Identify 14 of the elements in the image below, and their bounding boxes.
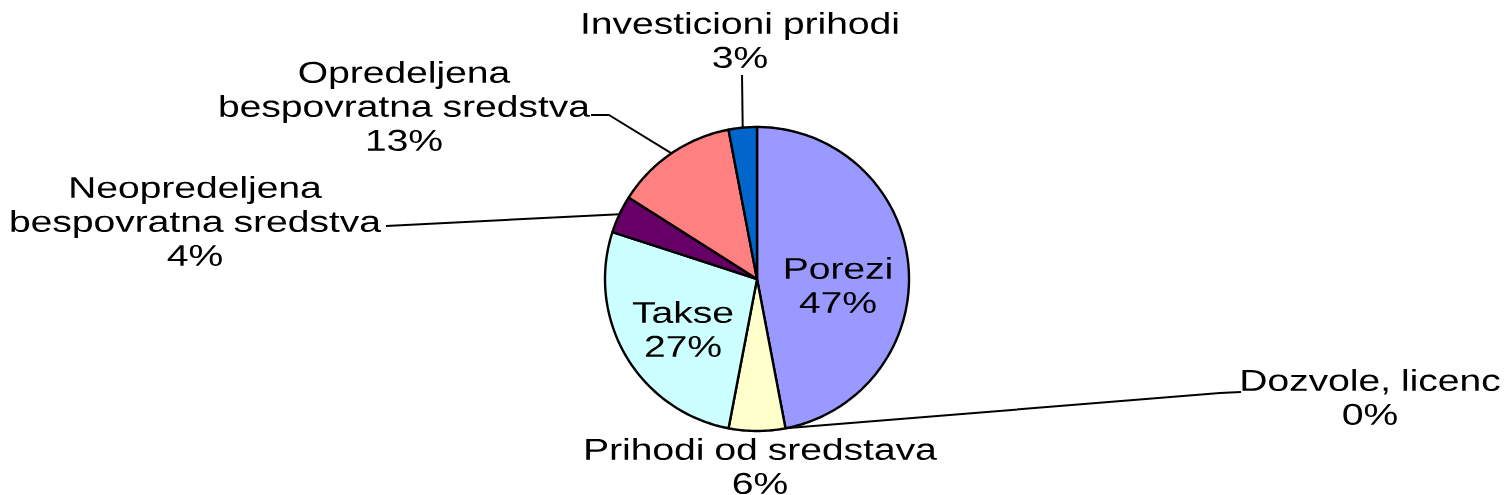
slice-label: Takse xyxy=(632,301,733,324)
slice-label: Neopredeljena bespovratna sredstva xyxy=(11,176,381,238)
data-label: 6% xyxy=(733,472,787,495)
data-label: 13% xyxy=(367,129,442,152)
data-label: 4% xyxy=(167,244,222,266)
data-label: 3% xyxy=(713,46,767,69)
data-label: 47% xyxy=(799,291,876,313)
slice-label: Opredeljena bespovratna sredstva xyxy=(220,60,590,123)
text: 0% xyxy=(1343,403,1397,426)
category-label: Dozvole, licenc xyxy=(1242,368,1500,395)
slice-label: Prihodi od sredstava xyxy=(586,437,937,461)
slice-label: Investicioni prihodi xyxy=(583,11,898,40)
data-label: 27% xyxy=(645,335,721,357)
slice-label: Porezi xyxy=(785,257,891,280)
